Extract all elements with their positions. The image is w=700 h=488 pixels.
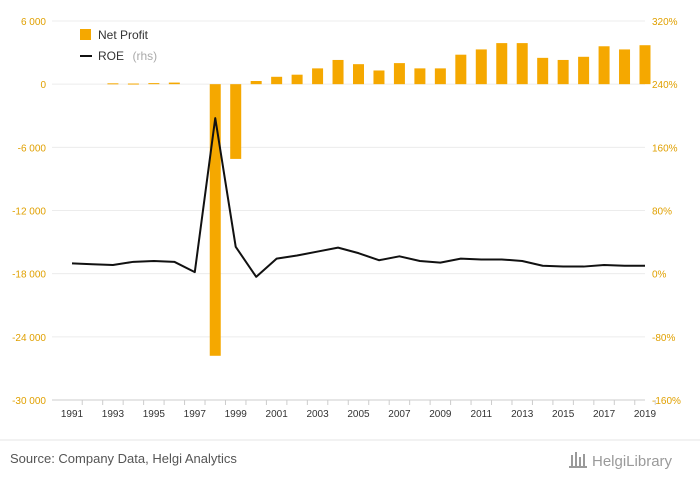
bar-2013 (516, 43, 528, 85)
legend-roe-suffix: (rhs) (132, 49, 157, 63)
bar-2009 (434, 68, 446, 85)
gridlines (52, 20, 645, 401)
right-axis: 320% 240% 160% 80% 0% -80% -160% (652, 17, 681, 407)
bar-2003 (312, 68, 324, 85)
bar-2004 (332, 59, 344, 85)
bar-2000 (250, 81, 262, 85)
bar-2014 (537, 57, 549, 85)
x-tick-label: 1991 (61, 409, 84, 420)
bar-1995 (148, 83, 160, 85)
bar-2005 (353, 64, 364, 85)
legend: Net Profit ROE (rhs) (80, 28, 157, 64)
x-tick-label: 2003 (306, 409, 329, 420)
x-tick-label: 1993 (102, 409, 125, 420)
bar-1996 (168, 82, 180, 85)
left-tick-label: -24 000 (12, 333, 46, 344)
bar-2012 (496, 43, 508, 85)
left-axis: 6 000 0 -6 000 -12 000 -18 000 -24 000 -30 000 (12, 17, 46, 407)
bar-2016 (578, 56, 590, 85)
x-axis: 1991 1993 1995 1997 1999 2001 2003 2005 2007 2009… (52, 399, 657, 420)
brand-name: HelgiLibrary (592, 453, 673, 470)
x-tick-label: 2015 (552, 409, 575, 420)
bar-1993 (107, 83, 119, 85)
left-tick-label: -18 000 (12, 270, 46, 281)
x-tick-label: 2013 (511, 409, 534, 420)
legend-label-net-profit: Net Profit (98, 28, 149, 42)
x-tick-label: 2009 (429, 409, 452, 420)
bar-2006 (373, 70, 385, 85)
left-tick-label: 0 (40, 80, 46, 91)
right-tick-label: 240% (652, 80, 678, 91)
bar-2019 (639, 45, 651, 85)
x-tick-label: 2017 (593, 409, 616, 420)
x-tick-label: 2019 (634, 409, 657, 420)
roe-line-group (71, 117, 645, 278)
x-tick-label: 1995 (143, 409, 166, 420)
bar-2017 (598, 46, 610, 85)
bar-2010 (455, 54, 467, 85)
bar-2001 (271, 76, 283, 85)
x-tick-label: 1997 (184, 409, 207, 420)
x-tick-label: 2011 (471, 409, 493, 420)
x-tick-label: 2005 (347, 409, 370, 420)
right-tick-label: -80% (652, 333, 675, 344)
left-tick-label: -12 000 (12, 207, 46, 218)
source-text: Source: Company Data, Helgi Analytics (10, 451, 237, 466)
left-tick-label: 6 000 (21, 17, 46, 28)
right-tick-label: 80% (652, 207, 672, 218)
bar-1994 (127, 83, 139, 85)
x-tick-label: 2007 (388, 409, 411, 420)
bar-1998 (209, 84, 221, 356)
bar-1999 (230, 84, 242, 159)
legend-label-roe: ROE (rhs) (98, 47, 157, 64)
brand-logo: HelgiLibrary (569, 452, 673, 470)
x-tick-label: 2001 (266, 409, 289, 420)
right-tick-label: -160% (652, 396, 681, 407)
roe-line (71, 117, 645, 278)
bar-2007 (393, 63, 405, 85)
net-profit-bars (107, 43, 651, 356)
right-tick-label: 320% (652, 17, 678, 28)
left-tick-label: -6 000 (18, 143, 47, 154)
library-icon (569, 452, 587, 468)
right-tick-label: 0% (652, 270, 667, 281)
legend-roe-name: ROE (98, 49, 124, 63)
left-tick-label: -30 000 (12, 396, 46, 407)
right-tick-label: 160% (652, 143, 678, 154)
legend-swatch-net-profit (80, 29, 91, 40)
bar-2015 (557, 59, 569, 85)
x-tick-label: 1999 (225, 409, 248, 420)
bar-2018 (619, 49, 631, 85)
bar-2008 (414, 68, 426, 85)
bar-2002 (291, 74, 303, 85)
bar-2011 (475, 49, 487, 85)
